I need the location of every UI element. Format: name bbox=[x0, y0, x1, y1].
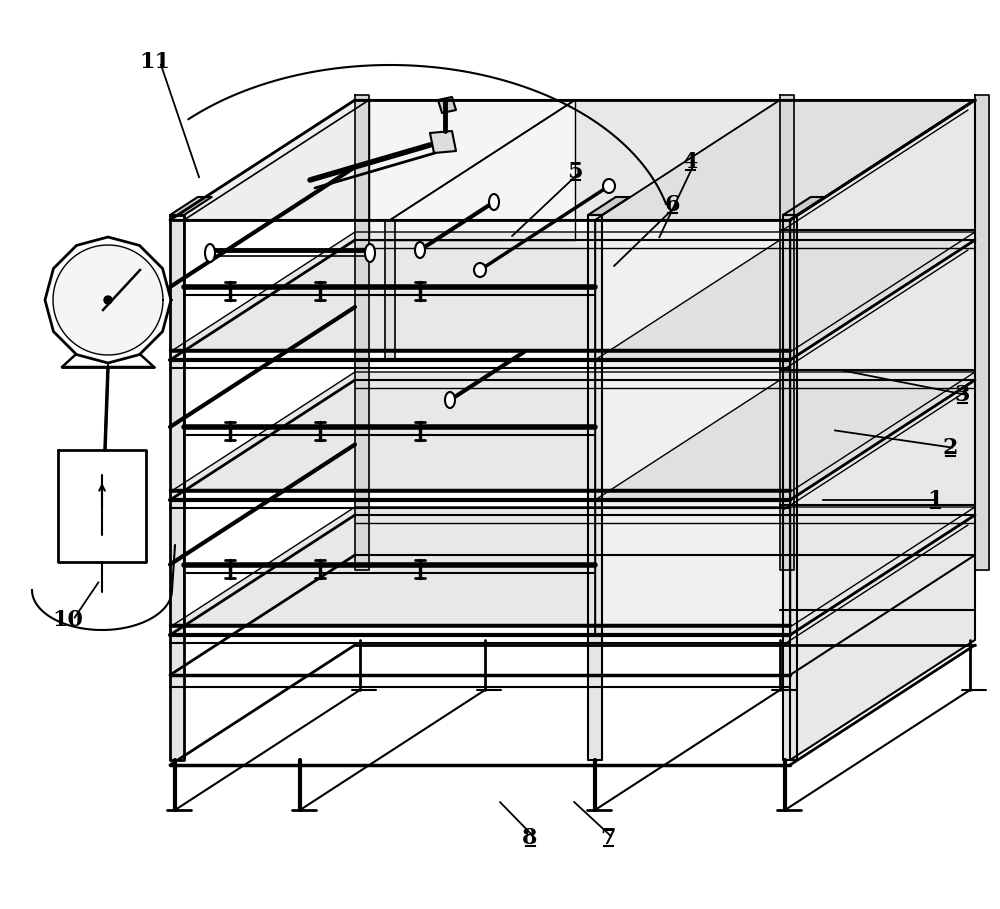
Text: 2: 2 bbox=[942, 437, 958, 459]
Text: 5: 5 bbox=[567, 161, 583, 183]
Polygon shape bbox=[588, 215, 602, 760]
Polygon shape bbox=[53, 245, 163, 355]
Ellipse shape bbox=[474, 263, 486, 277]
Polygon shape bbox=[170, 507, 975, 627]
Text: 6: 6 bbox=[664, 194, 680, 216]
Polygon shape bbox=[975, 95, 989, 570]
Text: 4: 4 bbox=[682, 151, 698, 173]
Polygon shape bbox=[595, 360, 790, 500]
Polygon shape bbox=[170, 232, 975, 352]
Text: 8: 8 bbox=[522, 827, 538, 849]
Polygon shape bbox=[385, 220, 395, 360]
Polygon shape bbox=[184, 500, 595, 635]
Polygon shape bbox=[170, 372, 975, 492]
Text: 10: 10 bbox=[53, 609, 83, 631]
Polygon shape bbox=[438, 97, 456, 113]
Ellipse shape bbox=[365, 244, 375, 262]
Polygon shape bbox=[170, 215, 184, 760]
Ellipse shape bbox=[489, 194, 499, 210]
Text: 7: 7 bbox=[600, 827, 616, 849]
Polygon shape bbox=[58, 450, 146, 562]
Polygon shape bbox=[780, 95, 794, 570]
Polygon shape bbox=[595, 240, 975, 360]
Polygon shape bbox=[588, 197, 630, 215]
Polygon shape bbox=[783, 197, 825, 215]
Ellipse shape bbox=[205, 244, 215, 262]
Polygon shape bbox=[184, 220, 595, 360]
Polygon shape bbox=[170, 100, 975, 220]
Polygon shape bbox=[595, 500, 790, 635]
Polygon shape bbox=[430, 131, 456, 153]
Polygon shape bbox=[595, 220, 790, 360]
Polygon shape bbox=[184, 100, 575, 220]
Polygon shape bbox=[595, 100, 975, 220]
Polygon shape bbox=[595, 380, 975, 500]
Ellipse shape bbox=[445, 392, 455, 408]
Polygon shape bbox=[783, 215, 797, 760]
Ellipse shape bbox=[415, 242, 425, 258]
Ellipse shape bbox=[603, 179, 615, 193]
Text: 11: 11 bbox=[140, 51, 170, 73]
Polygon shape bbox=[369, 100, 575, 240]
Polygon shape bbox=[355, 95, 369, 570]
Text: 3: 3 bbox=[954, 384, 970, 406]
Polygon shape bbox=[390, 100, 780, 220]
Polygon shape bbox=[45, 237, 171, 363]
Polygon shape bbox=[170, 197, 212, 215]
Text: 1: 1 bbox=[927, 489, 943, 511]
Circle shape bbox=[104, 296, 112, 304]
Polygon shape bbox=[790, 100, 975, 760]
Polygon shape bbox=[184, 360, 595, 500]
Polygon shape bbox=[62, 325, 154, 367]
